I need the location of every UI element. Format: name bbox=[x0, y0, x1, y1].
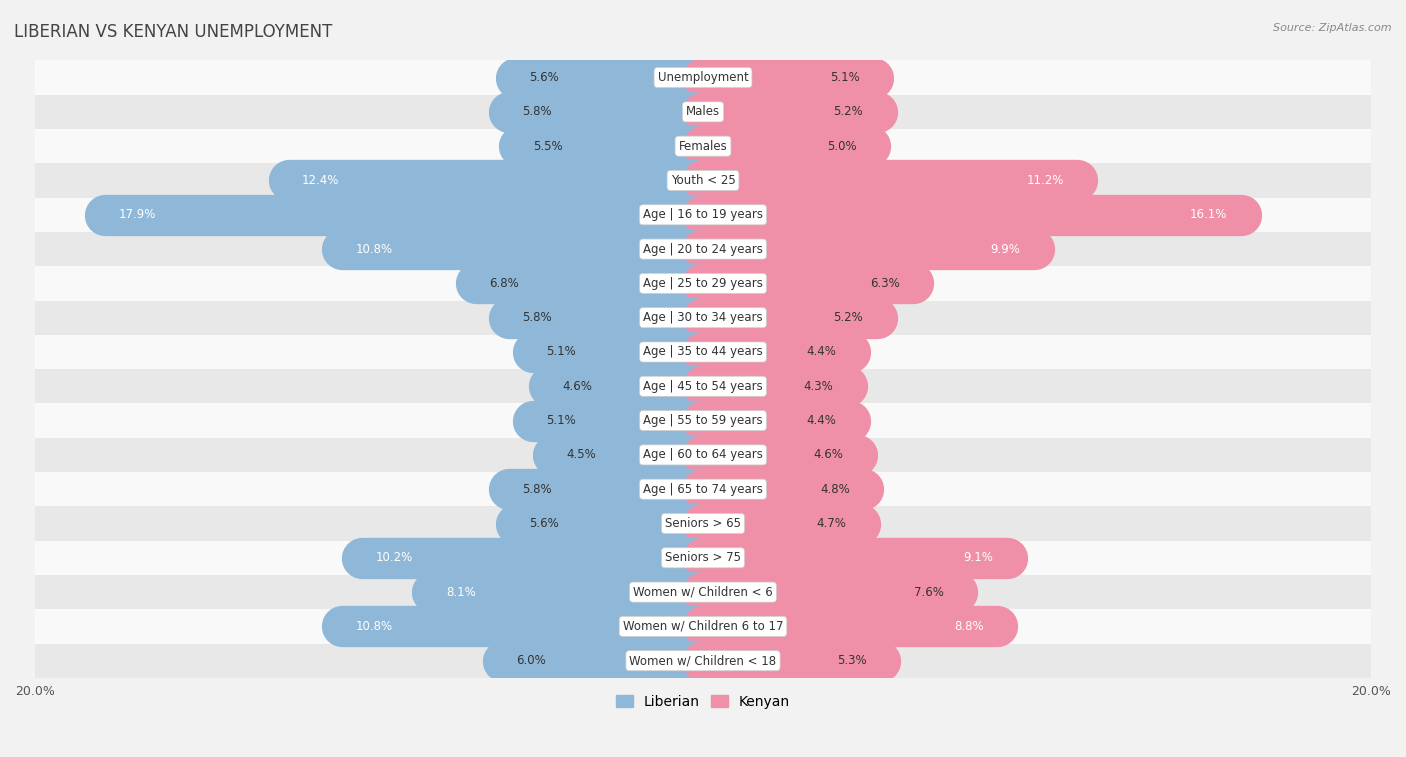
Text: Age | 60 to 64 years: Age | 60 to 64 years bbox=[643, 448, 763, 462]
Text: 4.4%: 4.4% bbox=[807, 414, 837, 427]
Legend: Liberian, Kenyan: Liberian, Kenyan bbox=[610, 689, 796, 714]
Text: Age | 55 to 59 years: Age | 55 to 59 years bbox=[643, 414, 763, 427]
Text: Age | 30 to 34 years: Age | 30 to 34 years bbox=[643, 311, 763, 324]
Text: 5.1%: 5.1% bbox=[546, 345, 575, 359]
Text: 8.8%: 8.8% bbox=[953, 620, 984, 633]
Bar bbox=[35, 164, 1371, 198]
Text: 5.8%: 5.8% bbox=[523, 483, 553, 496]
Bar bbox=[35, 438, 1371, 472]
Bar bbox=[35, 95, 1371, 129]
Text: Age | 35 to 44 years: Age | 35 to 44 years bbox=[643, 345, 763, 359]
Text: 10.8%: 10.8% bbox=[356, 620, 392, 633]
Text: 5.8%: 5.8% bbox=[523, 105, 553, 118]
Text: 10.8%: 10.8% bbox=[356, 242, 392, 256]
Text: 5.6%: 5.6% bbox=[529, 71, 560, 84]
Bar bbox=[35, 335, 1371, 369]
Text: Seniors > 75: Seniors > 75 bbox=[665, 551, 741, 564]
Bar bbox=[35, 575, 1371, 609]
Text: 4.6%: 4.6% bbox=[814, 448, 844, 462]
Bar bbox=[35, 643, 1371, 678]
Text: Age | 16 to 19 years: Age | 16 to 19 years bbox=[643, 208, 763, 221]
Bar bbox=[35, 301, 1371, 335]
Bar bbox=[35, 61, 1371, 95]
Text: 5.2%: 5.2% bbox=[834, 105, 863, 118]
Bar bbox=[35, 129, 1371, 164]
Text: 9.9%: 9.9% bbox=[990, 242, 1021, 256]
Text: 5.2%: 5.2% bbox=[834, 311, 863, 324]
Text: LIBERIAN VS KENYAN UNEMPLOYMENT: LIBERIAN VS KENYAN UNEMPLOYMENT bbox=[14, 23, 332, 41]
Text: Age | 20 to 24 years: Age | 20 to 24 years bbox=[643, 242, 763, 256]
Text: 6.3%: 6.3% bbox=[870, 277, 900, 290]
Text: 11.2%: 11.2% bbox=[1026, 174, 1064, 187]
Text: 4.4%: 4.4% bbox=[807, 345, 837, 359]
Text: Females: Females bbox=[679, 140, 727, 153]
Text: Males: Males bbox=[686, 105, 720, 118]
Text: Unemployment: Unemployment bbox=[658, 71, 748, 84]
Text: 17.9%: 17.9% bbox=[118, 208, 156, 221]
Bar bbox=[35, 609, 1371, 643]
Text: 7.6%: 7.6% bbox=[914, 586, 943, 599]
Text: 10.2%: 10.2% bbox=[375, 551, 413, 564]
Text: 12.4%: 12.4% bbox=[302, 174, 339, 187]
Text: 5.1%: 5.1% bbox=[831, 71, 860, 84]
Text: 9.1%: 9.1% bbox=[963, 551, 994, 564]
Bar bbox=[35, 540, 1371, 575]
Bar bbox=[35, 472, 1371, 506]
Text: 16.1%: 16.1% bbox=[1189, 208, 1227, 221]
Bar bbox=[35, 266, 1371, 301]
Bar bbox=[35, 506, 1371, 540]
Text: 5.3%: 5.3% bbox=[837, 654, 866, 667]
Text: Age | 45 to 54 years: Age | 45 to 54 years bbox=[643, 380, 763, 393]
Text: Age | 25 to 29 years: Age | 25 to 29 years bbox=[643, 277, 763, 290]
Bar bbox=[35, 232, 1371, 266]
Text: 4.5%: 4.5% bbox=[567, 448, 596, 462]
Text: Women w/ Children 6 to 17: Women w/ Children 6 to 17 bbox=[623, 620, 783, 633]
Text: 4.7%: 4.7% bbox=[817, 517, 846, 530]
Text: Seniors > 65: Seniors > 65 bbox=[665, 517, 741, 530]
Text: 4.6%: 4.6% bbox=[562, 380, 592, 393]
Text: 5.8%: 5.8% bbox=[523, 311, 553, 324]
Text: 6.8%: 6.8% bbox=[489, 277, 519, 290]
Text: 5.6%: 5.6% bbox=[529, 517, 560, 530]
Text: 5.1%: 5.1% bbox=[546, 414, 575, 427]
Text: 5.5%: 5.5% bbox=[533, 140, 562, 153]
Text: Women w/ Children < 18: Women w/ Children < 18 bbox=[630, 654, 776, 667]
Bar bbox=[35, 369, 1371, 403]
Text: 5.0%: 5.0% bbox=[827, 140, 856, 153]
Text: Women w/ Children < 6: Women w/ Children < 6 bbox=[633, 586, 773, 599]
Text: Age | 65 to 74 years: Age | 65 to 74 years bbox=[643, 483, 763, 496]
Text: 8.1%: 8.1% bbox=[446, 586, 475, 599]
Text: 6.0%: 6.0% bbox=[516, 654, 546, 667]
Bar bbox=[35, 403, 1371, 438]
Bar bbox=[35, 198, 1371, 232]
Text: Youth < 25: Youth < 25 bbox=[671, 174, 735, 187]
Text: 4.3%: 4.3% bbox=[803, 380, 834, 393]
Text: 4.8%: 4.8% bbox=[820, 483, 851, 496]
Text: Source: ZipAtlas.com: Source: ZipAtlas.com bbox=[1274, 23, 1392, 33]
